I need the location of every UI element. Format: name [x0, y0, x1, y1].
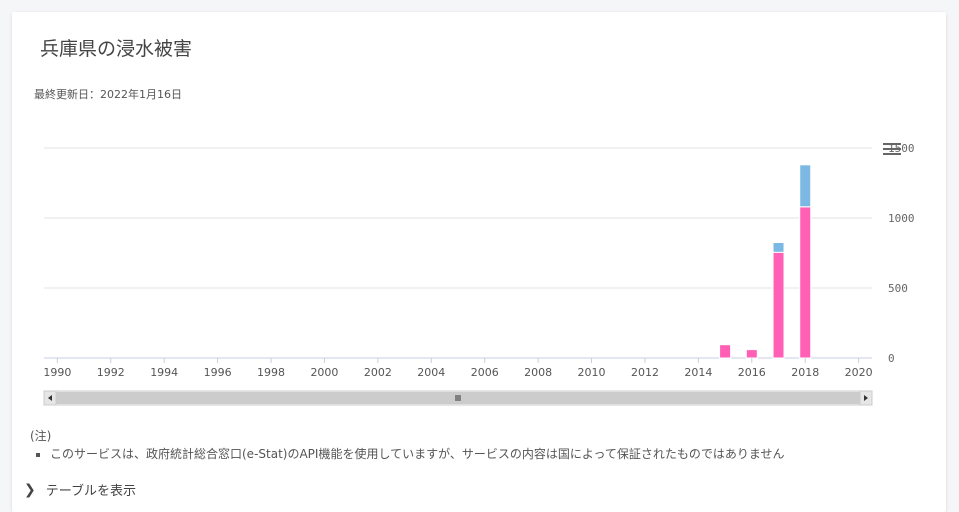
y-tick-label: 500 [888, 282, 908, 295]
x-tick-label: 1990 [43, 366, 71, 379]
bar [773, 252, 784, 358]
bar [746, 350, 757, 358]
notes-list: このサービスは、政府統計総合窓口(e-Stat)のAPI機能を使用していますが、… [32, 445, 785, 462]
bar [800, 207, 811, 358]
x-tick-label: 2018 [791, 366, 819, 379]
chevron-right-icon: ❯ [24, 482, 36, 498]
x-tick-label: 2006 [471, 366, 499, 379]
show-table-label: テーブルを表示 [46, 480, 136, 499]
x-tick-label: 2014 [684, 366, 712, 379]
x-tick-label: 1994 [150, 366, 178, 379]
bar [773, 243, 784, 253]
chart-menu-icon[interactable] [883, 143, 901, 157]
x-tick-label: 1998 [257, 366, 285, 379]
notes-heading: (注) [30, 427, 51, 444]
grid [44, 148, 872, 358]
x-tick-label: 2010 [578, 366, 606, 379]
note-item: このサービスは、政府統計総合窓口(e-Stat)のAPI機能を使用していますが、… [50, 445, 785, 462]
y-tick-label: 1000 [888, 212, 915, 225]
y-tick-label: 0 [888, 352, 895, 365]
bars [720, 165, 811, 358]
x-tick-label: 2000 [310, 366, 338, 379]
x-tick-label: 2020 [845, 366, 873, 379]
x-tick-label: 2016 [738, 366, 766, 379]
bar [800, 165, 811, 207]
bar [720, 345, 731, 358]
x-tick-label: 1996 [204, 366, 232, 379]
x-tick-label: 2012 [631, 366, 659, 379]
x-tick-label: 2002 [364, 366, 392, 379]
x-tick-label: 2004 [417, 366, 445, 379]
x-tick-label: 2008 [524, 366, 552, 379]
range-navigator[interactable] [44, 391, 872, 405]
x-tick-label: 1992 [97, 366, 125, 379]
show-table-toggle[interactable]: ❯ テーブルを表示 [24, 480, 136, 499]
